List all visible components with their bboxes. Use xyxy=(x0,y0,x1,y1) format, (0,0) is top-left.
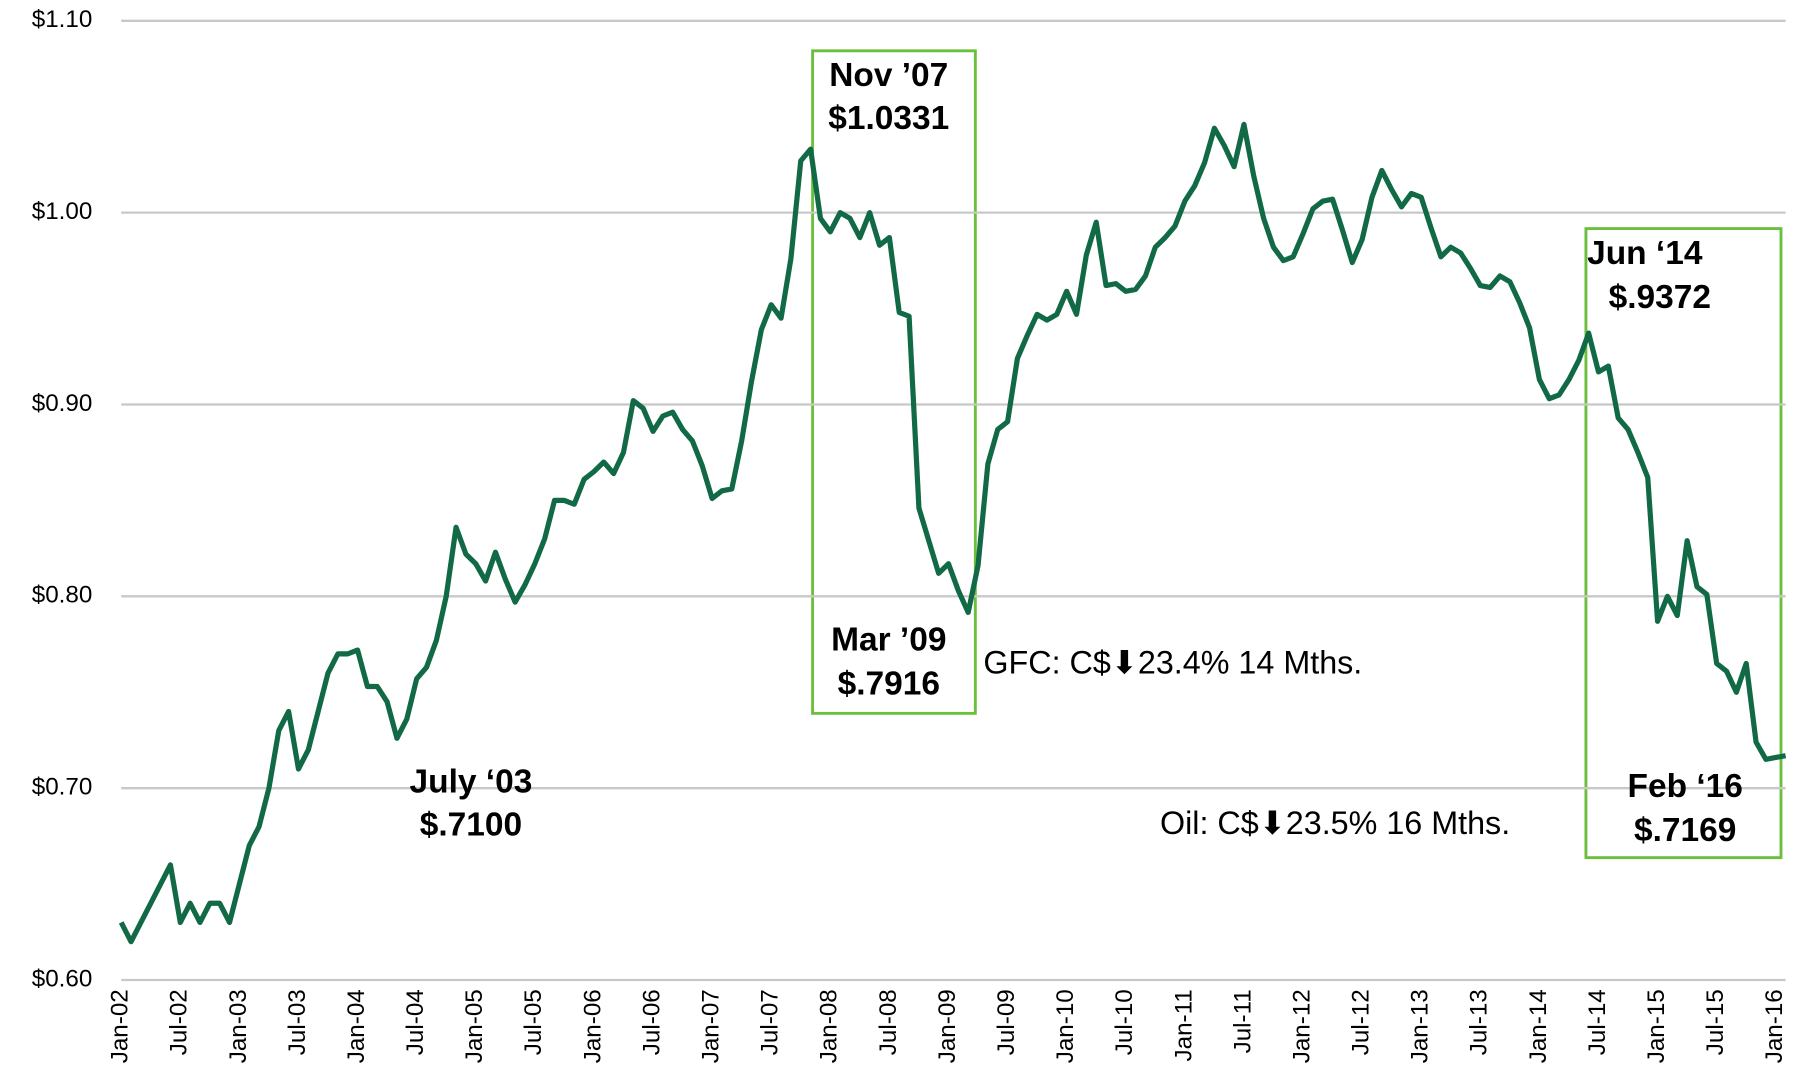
x-tick-label: Jan-12 xyxy=(1288,989,1315,1063)
y-tick-label: $0.70 xyxy=(32,774,93,801)
x-tick-label: Jul-09 xyxy=(993,989,1020,1055)
x-tick-label: Jan-08 xyxy=(816,989,843,1063)
x-tick-label: Jan-02 xyxy=(107,989,134,1063)
annotation: $.7100 xyxy=(420,806,522,843)
x-tick-label: Jan-14 xyxy=(1525,989,1552,1063)
x-tick-label: Jul-08 xyxy=(875,989,902,1055)
x-tick-label: Jan-13 xyxy=(1407,989,1434,1063)
annotation: Feb ‘16 xyxy=(1628,768,1743,805)
x-tick-label: Jan-06 xyxy=(579,989,606,1063)
x-tick-label: Jan-05 xyxy=(461,989,488,1063)
x-tick-label: Jan-07 xyxy=(698,989,725,1063)
x-tick-label: Jan-11 xyxy=(1170,989,1197,1061)
y-tick-label: $0.90 xyxy=(32,390,93,417)
x-tick-label: Jan-09 xyxy=(934,989,961,1063)
annotation: July ‘03 xyxy=(410,764,533,801)
x-tick-label: Jul-13 xyxy=(1466,989,1493,1055)
x-tick-label: Jul-10 xyxy=(1111,989,1138,1055)
data-line xyxy=(118,121,1787,945)
x-tick-label: Jan-16 xyxy=(1761,989,1788,1063)
x-tick-label: Jan-03 xyxy=(225,989,252,1063)
x-tick-label: Jul-14 xyxy=(1584,989,1611,1055)
x-tick-label: Jul-04 xyxy=(402,989,429,1055)
annotation: $.9372 xyxy=(1609,279,1711,316)
x-tick-label: Jul-15 xyxy=(1702,989,1729,1055)
y-tick-label: $1.10 xyxy=(32,6,93,33)
y-tick-label: $0.60 xyxy=(32,965,93,992)
annotation: Jun ‘14 xyxy=(1587,235,1703,272)
annotation: $.7916 xyxy=(838,666,940,703)
x-tick-label: Jul-12 xyxy=(1348,989,1375,1055)
x-tick-label: Jan-15 xyxy=(1643,989,1670,1063)
annotation: GFC: C$⬇23.4% 14 Mths. xyxy=(983,644,1362,680)
x-tick-label: Jul-02 xyxy=(166,989,193,1055)
annotation: Mar ’09 xyxy=(831,622,946,659)
x-tick-label: Jul-06 xyxy=(638,989,665,1055)
highlight-box xyxy=(811,49,977,715)
annotation: Oil: C$⬇23.5% 16 Mths. xyxy=(1160,805,1510,841)
x-tick-label: Jan-10 xyxy=(1052,989,1079,1063)
annotation: Nov ’07 xyxy=(829,57,948,94)
x-tick-label: Jul-05 xyxy=(520,989,547,1055)
annotation: $1.0331 xyxy=(828,100,949,137)
highlight-box xyxy=(1584,227,1783,860)
x-tick-label: Jul-11 xyxy=(1229,989,1256,1053)
y-tick-label: $1.00 xyxy=(32,198,93,225)
annotation: $.7169 xyxy=(1634,812,1736,849)
x-tick-label: Jul-07 xyxy=(757,989,784,1055)
y-tick-label: $0.80 xyxy=(32,582,93,609)
x-tick-label: Jan-04 xyxy=(343,989,370,1063)
x-tick-label: Jul-03 xyxy=(284,989,311,1055)
